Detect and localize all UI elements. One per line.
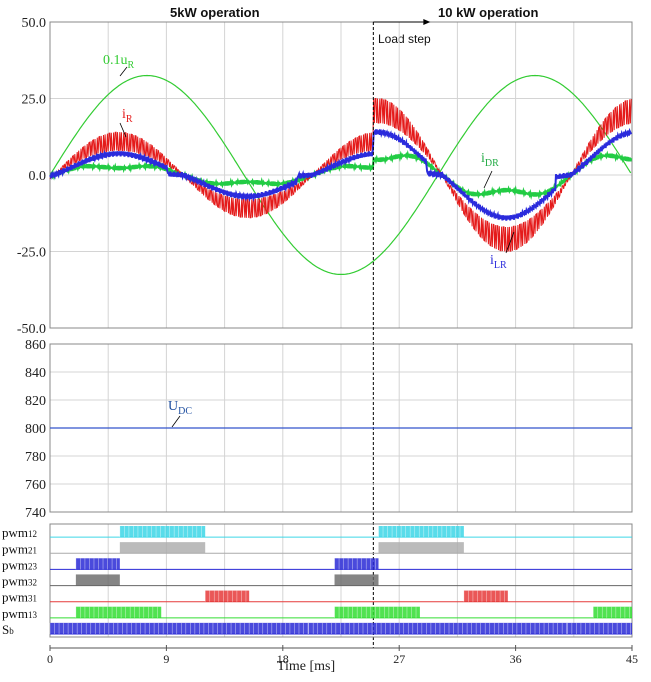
y-tick-label: 780 bbox=[25, 450, 46, 465]
annotation-iLR: iLR bbox=[490, 253, 507, 271]
pwm-label: pwm12 bbox=[2, 525, 37, 540]
pwm-block bbox=[50, 622, 309, 634]
x-tick-label: 36 bbox=[510, 652, 522, 666]
y-tick-label: 25.0 bbox=[22, 93, 47, 108]
pwm-block bbox=[119, 526, 206, 538]
pwm-block bbox=[378, 542, 464, 554]
annotation-UDC-text: UDC bbox=[168, 399, 192, 417]
pwm-block bbox=[205, 590, 250, 602]
y-tick-label: 800 bbox=[25, 422, 46, 437]
x-axis-title: Time [ms] bbox=[277, 659, 335, 674]
series-iDR bbox=[49, 149, 633, 201]
header-5kw: 5kW operation bbox=[170, 5, 260, 20]
pwm-block bbox=[463, 590, 508, 602]
pwm-label: pwm32 bbox=[2, 574, 37, 589]
pwm-label: pwm21 bbox=[2, 541, 37, 556]
y-tick-label: 840 bbox=[25, 366, 46, 381]
series-iR bbox=[49, 97, 632, 252]
leader-iDR bbox=[483, 170, 493, 189]
series-uR bbox=[49, 74, 632, 275]
annotation-uR: 0.1uR bbox=[103, 53, 135, 71]
panel-frame bbox=[49, 523, 633, 638]
annotation-iR-text: iR bbox=[122, 107, 133, 125]
annotation-iLR-text: iLR bbox=[490, 253, 507, 271]
pwm-block bbox=[334, 606, 420, 618]
dc-voltage-panel: 860 840 820 800 780 760 740 bbox=[25, 338, 633, 521]
annotation-UDC: UDC bbox=[168, 399, 192, 417]
annotation-iR: iR bbox=[122, 107, 133, 125]
pwm-block bbox=[334, 558, 379, 570]
pwm-label: pwm31 bbox=[2, 590, 37, 605]
load-step-label: Load step bbox=[378, 32, 431, 46]
pwm-label: Sb bbox=[2, 622, 14, 637]
x-tick-label: 0 bbox=[47, 652, 53, 666]
pwm-block bbox=[567, 622, 632, 634]
pwm-block bbox=[334, 574, 379, 586]
x-tick-label: 45 bbox=[626, 652, 638, 666]
x-axis: 0 9 18 27 36 45 bbox=[47, 645, 638, 666]
y-tick-label: 760 bbox=[25, 478, 46, 493]
pwm-label: pwm13 bbox=[2, 606, 38, 621]
y-tick-label: 0.0 bbox=[29, 169, 47, 184]
pwm-block bbox=[308, 622, 568, 634]
pwm-block bbox=[119, 542, 206, 554]
pwm-block bbox=[75, 558, 120, 570]
y-tick-label: 820 bbox=[25, 394, 46, 409]
pwm-label: pwm23 bbox=[2, 557, 38, 572]
x-tick-label: 9 bbox=[163, 652, 169, 666]
x-tick-label: 27 bbox=[393, 652, 405, 666]
leader-iLR bbox=[505, 231, 515, 254]
x-tick-label: 18 bbox=[277, 652, 289, 666]
currents-panel: 50.0 25.0 0.0 -25.0 -50.0 bbox=[17, 16, 633, 648]
leader-UDC bbox=[171, 415, 181, 428]
annotation-iDR-text: iDR bbox=[481, 151, 499, 169]
header-10kw: 10 kW operation bbox=[438, 5, 538, 20]
series-iLR bbox=[49, 127, 633, 221]
leader-uR bbox=[119, 66, 128, 77]
y-tick-label: 50.0 bbox=[22, 16, 47, 31]
pwm-block bbox=[593, 606, 632, 618]
pwm-block bbox=[378, 526, 464, 538]
y-tick-label: -25.0 bbox=[17, 246, 46, 261]
annotation-iDR: iDR bbox=[481, 151, 499, 169]
load-step-arrowhead bbox=[423, 19, 431, 25]
leader-iR bbox=[119, 122, 127, 138]
annotation-uR-text: 0.1uR bbox=[103, 53, 135, 71]
y-tick-label: 860 bbox=[25, 338, 46, 353]
y-tick-label: 740 bbox=[25, 506, 46, 521]
y-tick-label: -50.0 bbox=[17, 322, 46, 337]
pwm-block bbox=[75, 574, 120, 586]
pwm-block bbox=[75, 606, 162, 618]
